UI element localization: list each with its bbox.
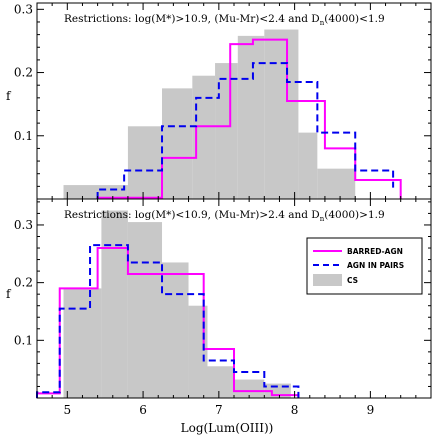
x-tick-label: 5 [63,403,71,417]
y-tick-label: 0.3 [14,2,33,16]
panel-top: 0.1 0.2 0.3 [14,2,432,200]
legend-cs-swatch [313,274,342,286]
cs-bar [237,35,265,200]
x-tick-label: 8 [291,403,299,417]
cs-bar [317,168,356,199]
legend-pairs-label: AGN IN PAIRS [347,261,404,270]
barred-agn-series-bottom [36,247,300,398]
cs-bar [162,262,189,398]
cs-bar [127,126,163,199]
x-tick-label: 9 [367,403,375,417]
y-tick-label: 0.1 [14,129,33,143]
cs-bar [63,288,102,398]
bottom-ylabel: f [6,287,12,301]
agn-in-pairs-series-top [96,62,395,199]
agn-in-pairs-series-bottom [36,244,300,398]
x-axis-label: Log(Lum(OIII)) [181,421,274,435]
legend-cs-label: CS [347,276,358,285]
x-tick-label: 6 [139,403,147,417]
panel-bottom: 0.1 0.2 0.3 [14,198,432,399]
cs-bar [234,379,265,398]
x-tick-label: 7 [215,403,223,417]
legend-barred-label: BARRED-AGN [347,247,403,256]
y-tick-label: 0.3 [14,218,33,232]
legend: BARRED-AGN AGN IN PAIRS CS [306,237,423,295]
cs-bar [192,75,216,199]
cs-bar [215,63,238,200]
cs-bar [101,210,128,398]
cs-bar [298,132,318,199]
cs-bar [207,366,234,398]
cs-bar [127,222,163,398]
bottom-restriction-text: Restrictions: log(M*)<10.9, (Mu-Mr)>2.4 … [64,209,385,223]
cs-bar [162,88,193,199]
top-ylabel: f [6,89,12,103]
y-tick-label: 0.2 [14,66,33,80]
top-restriction-text: Restrictions: log(M*)>10.9, (Mu-Mr)<2.4 … [64,13,385,27]
cs-bar [264,29,299,199]
y-tick-label: 0.1 [14,333,33,347]
y-tick-label: 0.2 [14,276,33,290]
